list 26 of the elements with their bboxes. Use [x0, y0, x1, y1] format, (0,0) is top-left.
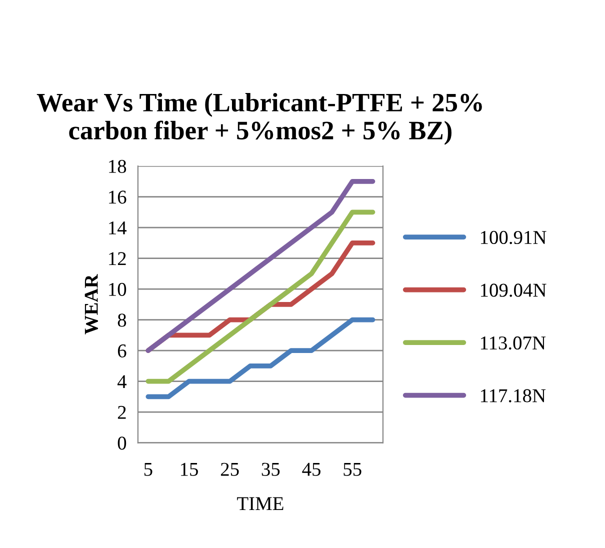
- y-tick-label: 4: [117, 375, 127, 388]
- y-tick-label: 6: [118, 344, 126, 358]
- y-tick-label: 2: [118, 406, 126, 419]
- y-tick-label: 14: [109, 221, 127, 234]
- y-tick-label: 10: [109, 282, 126, 296]
- x-tick-label: 5: [144, 462, 152, 476]
- y-tick-label: 8: [118, 314, 126, 327]
- x-tick-label: 25: [220, 462, 239, 476]
- legend-label: 100.91N: [480, 230, 546, 244]
- chart-title: Wear Vs Time (Lubricant-PTFE + 25% carbon fiber + 5%mos2 + 5% BZ): [36, 92, 482, 145]
- y-tick-label: 16: [109, 190, 126, 204]
- line-series: [146, 317, 376, 400]
- line-series: [146, 178, 376, 353]
- x-tick-label: 45: [302, 462, 320, 476]
- y-axis-title: WEAR: [84, 274, 98, 334]
- x-tick-label: 15: [180, 462, 198, 476]
- x-tick-label: 55: [344, 462, 362, 476]
- y-tick-label: 18: [109, 160, 126, 173]
- legend-label: 117.18N: [480, 389, 546, 402]
- line-series: [146, 210, 376, 384]
- x-axis-title: TIME: [237, 497, 284, 510]
- y-tick-label: 0: [118, 436, 126, 450]
- x-tick-label: 35: [262, 462, 280, 476]
- y-tick-label: 12: [109, 252, 126, 266]
- legend-label: 109.04N: [480, 284, 546, 297]
- legend-label: 113.07N: [480, 336, 546, 350]
